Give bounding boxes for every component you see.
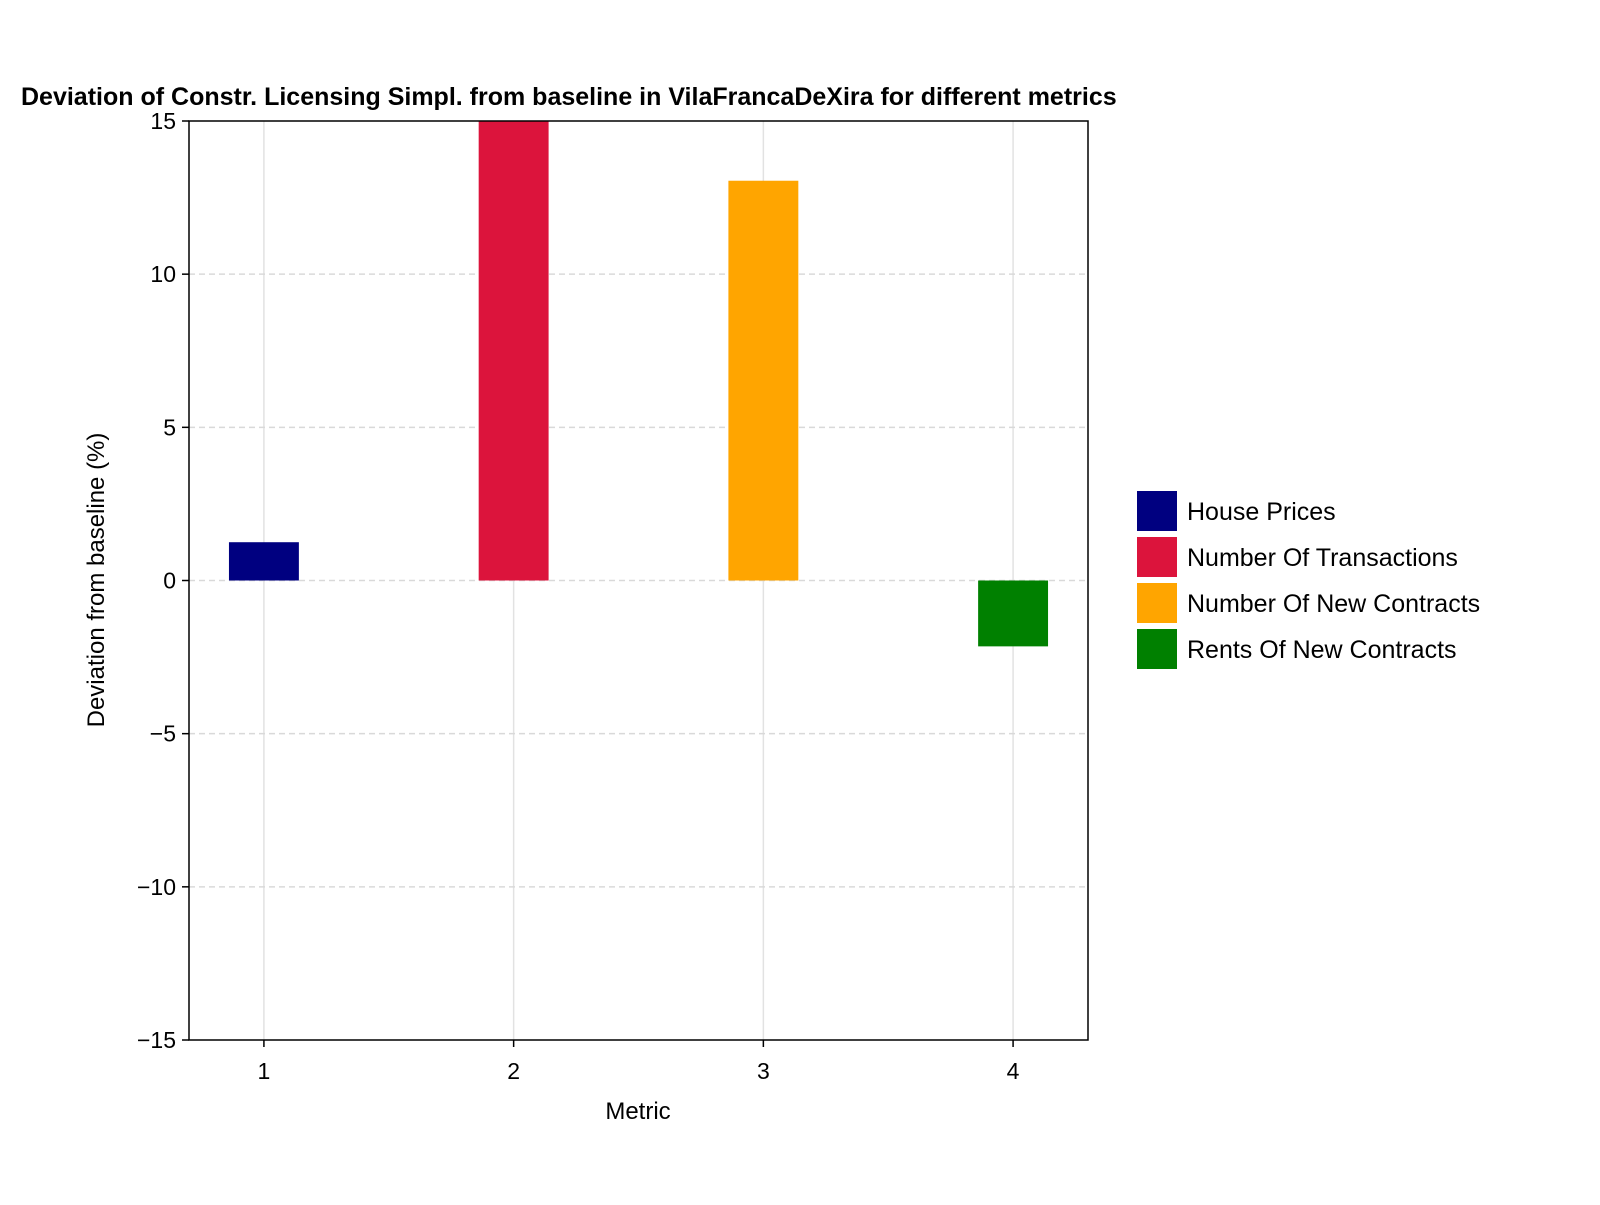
legend-label-number-of-new-contracts: Number Of New Contracts [1187, 590, 1480, 618]
y-tick-label--5: −5 [150, 721, 176, 747]
y-axis-label: Deviation from baseline (%) [83, 433, 110, 728]
chart-title: Deviation of Constr. Licensing Simpl. fr… [21, 83, 1117, 111]
legend-label-number-of-transactions: Number Of Transactions [1187, 544, 1458, 572]
x-axis-label: Metric [605, 1098, 670, 1125]
y-tick-label--15: −15 [137, 1027, 176, 1053]
legend-swatch-house-prices [1137, 491, 1177, 531]
legend-label-rents-of-new-contracts: Rents Of New Contracts [1187, 636, 1457, 664]
legend: House Prices Number Of Transactions Number… [1137, 491, 1480, 669]
bar-layer [228, 121, 1049, 647]
tick-layer: −15 −10 −5 0 5 10 15 1 2 3 4 [137, 108, 1020, 1084]
x-tick-label-1: 1 [258, 1058, 271, 1084]
x-tick-label-4: 4 [1007, 1058, 1020, 1084]
y-tick-label-0: 0 [163, 568, 176, 594]
x-tick-label-2: 2 [507, 1058, 520, 1084]
y-tick-label-15: 15 [150, 108, 176, 134]
y-tick-label-5: 5 [163, 414, 176, 440]
grid-layer [189, 121, 1088, 1040]
bar-number-of-transactions [478, 121, 549, 581]
bar-number-of-new-contracts [728, 180, 799, 581]
bar-house-prices [228, 542, 299, 581]
y-tick-label--10: −10 [137, 874, 176, 900]
legend-swatch-rents-of-new-contracts [1137, 629, 1177, 669]
legend-swatch-number-of-new-contracts [1137, 583, 1177, 623]
legend-label-house-prices: House Prices [1187, 498, 1336, 526]
y-tick-label-10: 10 [150, 261, 176, 287]
x-tick-label-3: 3 [757, 1058, 770, 1084]
bar-rents-of-new-contracts [978, 580, 1049, 647]
legend-swatch-number-of-transactions [1137, 537, 1177, 577]
